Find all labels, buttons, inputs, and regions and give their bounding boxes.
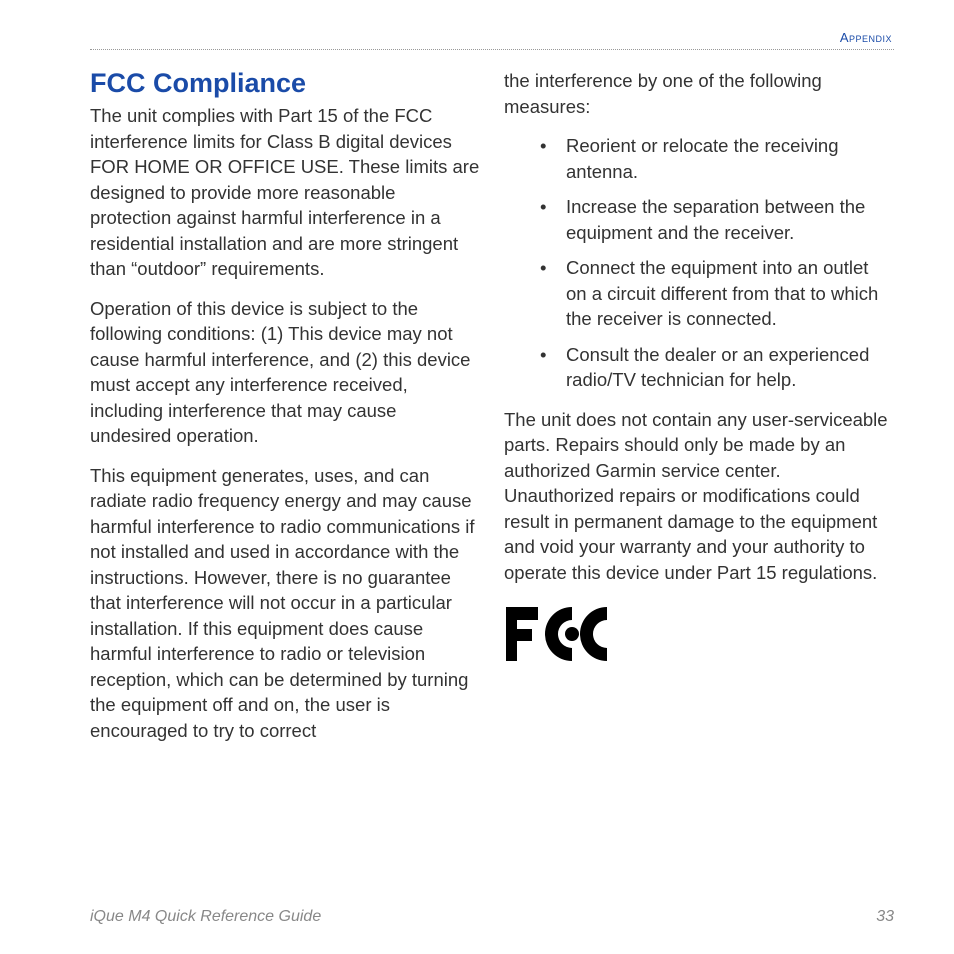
para-cont: the interference by one of the following… <box>504 68 894 119</box>
columns: FCC Compliance The unit complies with Pa… <box>90 68 894 757</box>
para-2: Operation of this device is subject to t… <box>90 296 480 449</box>
left-column: FCC Compliance The unit complies with Pa… <box>90 68 480 757</box>
list-item: Reorient or relocate the receiving anten… <box>540 133 894 184</box>
para-3: This equipment generates, uses, and can … <box>90 463 480 744</box>
header-rule <box>90 49 894 50</box>
footer: iQue M4 Quick Reference Guide 33 <box>90 908 894 926</box>
footer-right: 33 <box>876 908 894 926</box>
measures-list: Reorient or relocate the receiving anten… <box>504 133 894 393</box>
list-item: Increase the separation between the equi… <box>540 194 894 245</box>
para-1: The unit complies with Part 15 of the FC… <box>90 103 480 282</box>
page: Appendix FCC Compliance The unit complie… <box>0 0 954 954</box>
list-item: Connect the equipment into an outlet on … <box>540 255 894 332</box>
appendix-label: Appendix <box>90 30 894 45</box>
para-last: The unit does not contain any user-servi… <box>504 407 894 586</box>
heading-fcc: FCC Compliance <box>90 68 480 99</box>
footer-left: iQue M4 Quick Reference Guide <box>90 908 321 926</box>
fcc-logo-icon <box>504 599 894 674</box>
right-column: the interference by one of the following… <box>504 68 894 757</box>
list-item: Consult the dealer or an experienced rad… <box>540 342 894 393</box>
